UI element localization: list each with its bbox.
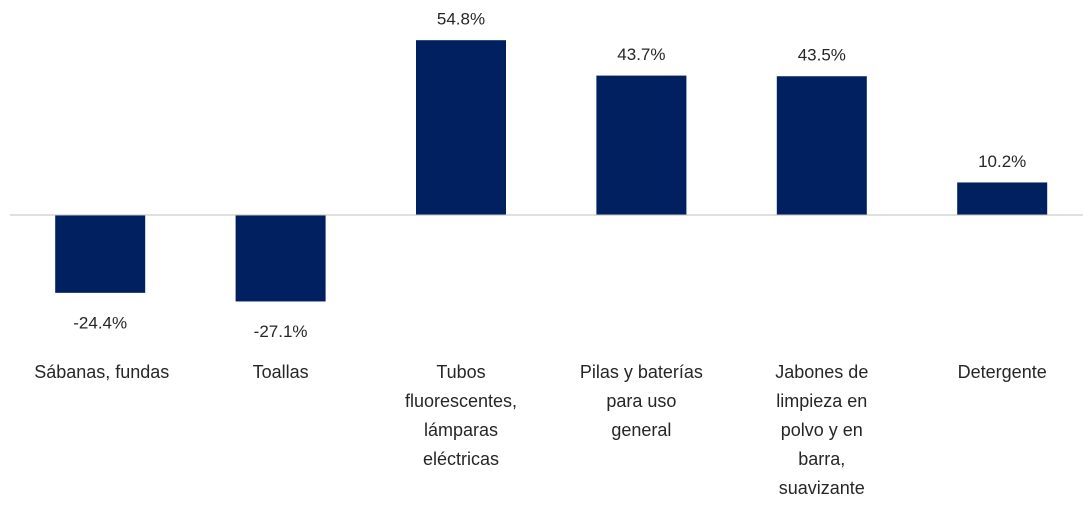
x-tick-label: Jabones de limpieza en polvo y en barra,…	[775, 362, 869, 498]
x-tick-label: Pilas y baterías para uso general	[579, 362, 703, 440]
x-tick-label: Detergente	[957, 362, 1047, 382]
data-label: 43.5%	[798, 46, 846, 65]
data-label: 10.2%	[978, 152, 1026, 171]
bar	[416, 40, 506, 215]
bar	[235, 215, 326, 302]
x-tick-label: Toallas	[252, 362, 309, 382]
bar	[596, 75, 687, 215]
data-label: 43.7%	[617, 45, 665, 64]
x-tick-label: Tubos fluorescentes, lámparas eléctricas	[404, 362, 518, 469]
x-tick-label: Sábanas, fundas	[34, 362, 170, 382]
data-label: -24.4%	[73, 313, 127, 332]
data-label: 54.8%	[437, 10, 485, 29]
bar	[55, 215, 146, 293]
bar	[776, 76, 867, 215]
bar	[957, 182, 1048, 215]
data-label: -27.1%	[254, 322, 308, 341]
